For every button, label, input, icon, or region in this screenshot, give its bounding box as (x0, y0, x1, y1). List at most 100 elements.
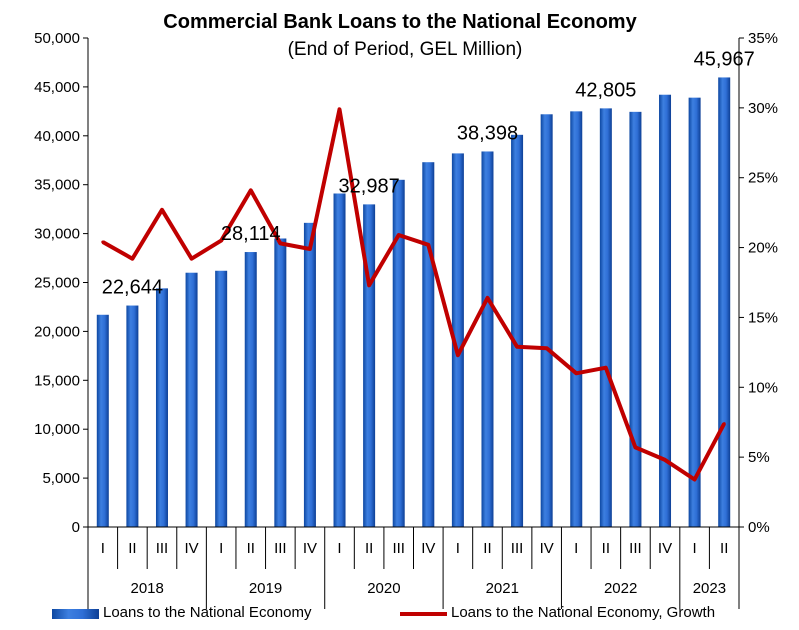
year-label: 2019 (249, 580, 282, 597)
data-label: 28,114 (221, 223, 281, 245)
growth-point (574, 371, 578, 375)
right-tick-label: 5% (748, 449, 770, 466)
growth-point (130, 257, 134, 261)
growth-point (367, 283, 371, 287)
right-tick-label: 25% (748, 170, 778, 187)
right-tick-label: 0% (748, 519, 770, 536)
growth-point (190, 257, 194, 261)
data-label: 42,805 (575, 79, 636, 101)
growth-point (101, 240, 105, 244)
category-label: I (219, 540, 223, 557)
bar (96, 314, 109, 527)
bar-series (96, 77, 731, 528)
bar (718, 77, 731, 527)
bar (185, 272, 198, 527)
bar (481, 151, 494, 527)
left-tick-label: 35,000 (34, 177, 80, 194)
chart-title: Commercial Bank Loans to the National Ec… (163, 11, 637, 33)
left-tick-label: 10,000 (34, 421, 80, 438)
year-label: 2020 (367, 580, 400, 597)
category-label: II (483, 540, 491, 557)
growth-point (219, 239, 223, 243)
data-label: 38,398 (457, 122, 518, 144)
left-tick-label: 0 (72, 519, 80, 536)
growth-point (160, 208, 164, 212)
bar (215, 270, 228, 527)
bar (333, 193, 346, 527)
left-tick-label: 25,000 (34, 275, 80, 292)
category-label: II (365, 540, 373, 557)
growth-point (308, 247, 312, 251)
category-label: II (602, 540, 610, 557)
bar (244, 252, 257, 527)
bar (363, 204, 376, 527)
growth-point (604, 366, 608, 370)
category-label: IV (421, 540, 435, 557)
growth-point (426, 243, 430, 247)
right-tick-label: 10% (748, 379, 778, 396)
bar (688, 97, 701, 528)
category-label: IV (658, 540, 672, 557)
category-label: III (156, 540, 169, 557)
growth-point (278, 241, 282, 245)
bar (303, 222, 316, 528)
bar (126, 305, 139, 527)
growth-point (722, 422, 726, 426)
year-label: 2021 (486, 580, 519, 597)
bar (155, 288, 168, 527)
category-label: I (101, 540, 105, 557)
bar (659, 94, 672, 527)
category-label: II (128, 540, 136, 557)
growth-point (545, 346, 549, 350)
left-tick-label: 50,000 (34, 30, 80, 47)
data-label: 32,987 (339, 175, 400, 197)
legend: Loans to the National Economy Loans to th… (52, 604, 715, 621)
left-tick-label: 30,000 (34, 226, 80, 243)
bar (629, 111, 642, 528)
category-label: I (337, 540, 341, 557)
growth-line (101, 107, 726, 482)
left-tick-label: 45,000 (34, 79, 80, 96)
axes: 0 5,000 10,000 15,000 20,000 25,000 30,000 35,0… (34, 30, 778, 536)
category-label: I (456, 540, 460, 557)
legend-bar-swatch (52, 609, 99, 619)
bar (392, 179, 405, 527)
category-axis: I II III IV I II III IV I II III IV I II III IV I II III IV… (87, 526, 740, 609)
category-label: III (511, 540, 524, 557)
category-label: IV (184, 540, 198, 557)
year-label: 2022 (604, 580, 637, 597)
line-series (101, 107, 726, 482)
legend-line-label: Loans to the National Economy, Growth (451, 604, 715, 621)
right-tick-label: 20% (748, 240, 778, 257)
data-labels: 22,644 28,114 32,987 38,398 42,805 45,967 (102, 48, 755, 298)
growth-point (633, 445, 637, 449)
bar (451, 153, 464, 528)
growth-point (249, 188, 253, 192)
category-label: IV (303, 540, 317, 557)
growth-point (515, 345, 519, 349)
left-tick-label: 15,000 (34, 372, 80, 389)
left-tick-label: 40,000 (34, 128, 80, 145)
right-tick-label: 30% (748, 100, 778, 117)
category-label: I (693, 540, 697, 557)
data-label: 45,967 (694, 48, 755, 70)
category-label: III (274, 540, 287, 557)
right-tick-label: 15% (748, 309, 778, 326)
category-label: I (574, 540, 578, 557)
legend-bar-label: Loans to the National Economy (103, 604, 312, 621)
bar (274, 238, 287, 528)
bar (511, 134, 524, 527)
growth-point (397, 233, 401, 237)
growth-point (693, 477, 697, 481)
year-label: 2018 (130, 580, 163, 597)
bar (422, 162, 435, 527)
category-label: III (392, 540, 405, 557)
category-label: II (247, 540, 255, 557)
chart-subtitle: (End of Period, GEL Million) (288, 39, 523, 60)
left-tick-label: 20,000 (34, 323, 80, 340)
data-label: 22,644 (102, 277, 163, 299)
growth-point (456, 353, 460, 357)
category-label: IV (540, 540, 554, 557)
